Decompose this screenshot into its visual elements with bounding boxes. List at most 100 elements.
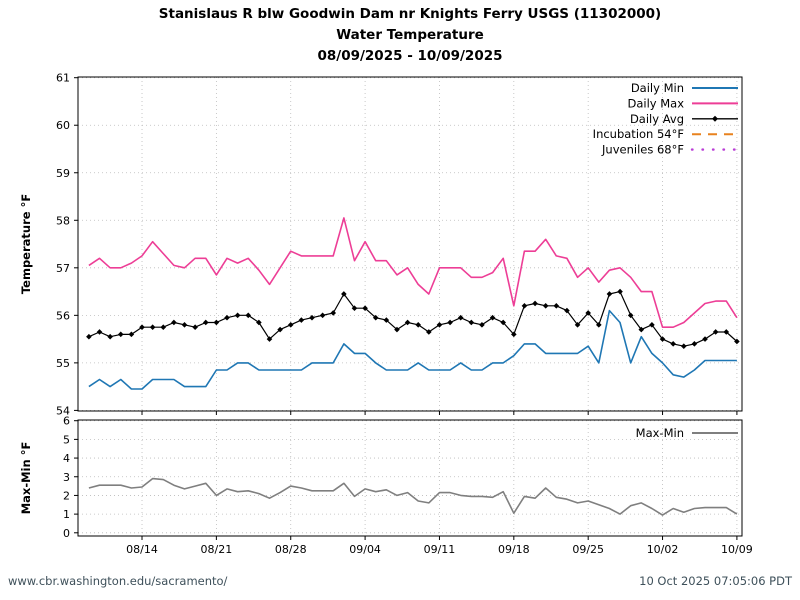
daily-avg-marker (213, 319, 220, 326)
y-tick-label: 2 (63, 489, 70, 502)
footer-timestamp: 10 Oct 2025 07:05:06 PDT (639, 574, 792, 588)
x-tick-label: 09/18 (498, 543, 530, 556)
daily-avg-marker (181, 322, 188, 328)
y-tick-label: 61 (56, 72, 70, 85)
daily-avg-marker (670, 341, 676, 347)
y-tick-label: 60 (56, 119, 70, 132)
y-tick-label: 4 (63, 452, 70, 465)
daily-avg-marker (627, 312, 634, 319)
daily-avg-marker (691, 341, 698, 347)
daily-avg-marker (139, 324, 145, 331)
series-line-max-min (88, 477, 738, 516)
legend-label-2: Daily Avg (630, 112, 684, 126)
daily-avg-marker (659, 336, 666, 342)
daily-avg-marker (532, 300, 538, 307)
chart-title: Stanislaus R blw Goodwin Dam nr Knights … (78, 4, 742, 67)
x-tick-label: 09/11 (424, 543, 456, 556)
daily-avg-marker (160, 324, 167, 331)
y-tick-label: 57 (56, 262, 70, 275)
panel-border (77, 76, 743, 412)
daily-avg-marker (107, 333, 113, 340)
daily-avg-marker (542, 303, 549, 309)
daily-avg-marker (128, 331, 135, 338)
daily-avg-marker (372, 314, 379, 321)
daily-avg-marker (447, 319, 453, 326)
footer: www.cbr.washington.edu/sacramento/ 10 Oc… (0, 568, 800, 600)
daily-avg-marker (511, 331, 517, 338)
x-tick-label: 08/14 (126, 543, 158, 556)
daily-avg-marker (606, 291, 613, 297)
daily-avg-marker (712, 329, 719, 335)
daily-avg-marker (341, 291, 347, 297)
y-tick-label: 56 (56, 309, 70, 322)
y-axis-title: Temperature °F (19, 194, 33, 294)
daily-avg-marker (309, 314, 315, 321)
legend-label-3: Incubation 54°F (593, 127, 684, 141)
chart-title-parameter: Water Temperature (336, 27, 484, 43)
chart-title-daterange: 08/09/2025 - 10/09/2025 (317, 48, 503, 64)
daily-avg-marker (468, 319, 475, 326)
daily-avg-marker (734, 338, 740, 345)
x-tick-label: 10/02 (647, 543, 679, 556)
daily-avg-marker (436, 322, 443, 328)
daily-avg-marker (680, 343, 687, 350)
daily-avg-marker (702, 336, 708, 342)
y-tick-label: 55 (56, 357, 70, 370)
daily-avg-marker (521, 303, 528, 309)
daily-avg-marker (404, 319, 411, 326)
footer-source-link[interactable]: www.cbr.washington.edu/sacramento/ (8, 574, 228, 588)
daily-avg-marker (149, 324, 156, 331)
legend-label-0: Max-Min (636, 426, 684, 440)
daily-avg-marker (319, 312, 326, 319)
series-line-daily-min (88, 309, 737, 390)
daily-avg-marker (362, 305, 368, 312)
y-tick-label: 59 (56, 167, 70, 180)
x-tick-label: 09/25 (572, 543, 604, 556)
daily-avg-marker (192, 324, 198, 331)
daily-avg-marker (574, 322, 581, 328)
daily-avg-marker (649, 322, 655, 328)
x-tick-label: 09/04 (349, 543, 381, 556)
daily-avg-marker (617, 288, 623, 295)
y-tick-label: 3 (63, 471, 70, 484)
daily-avg-marker (500, 319, 506, 326)
daily-avg-marker (723, 329, 730, 335)
series-line-daily-avg (88, 291, 738, 347)
x-tick-label: 08/28 (275, 543, 307, 556)
legend-label-0: Daily Min (631, 81, 684, 95)
daily-avg-marker (457, 314, 464, 321)
series-line-daily-max (88, 217, 738, 329)
daily-avg-marker (277, 326, 283, 333)
daily-avg-marker (596, 322, 602, 328)
daily-avg-marker (489, 314, 496, 321)
daily-avg-marker (330, 310, 337, 316)
daily-avg-marker (224, 314, 230, 321)
y-tick-label: 58 (56, 214, 70, 227)
daily-avg-marker (564, 307, 570, 314)
daily-avg-marker (479, 322, 485, 328)
y-tick-label: 6 (63, 415, 70, 428)
x-tick-label: 08/21 (201, 543, 233, 556)
daily-avg-marker (86, 333, 92, 340)
daily-avg-marker (96, 329, 103, 335)
y-tick-label: 5 (63, 433, 70, 446)
y-tick-label: 54 (56, 404, 70, 417)
daily-avg-marker (202, 319, 209, 326)
daily-avg-marker (638, 326, 645, 333)
daily-avg-marker (256, 319, 262, 326)
daily-avg-marker (394, 326, 400, 333)
daily-avg-marker (553, 303, 560, 309)
y-axis-title: Max-Min °F (19, 442, 33, 515)
daily-avg-marker (245, 312, 252, 319)
panel-border (77, 419, 743, 537)
x-tick-label: 10/09 (721, 543, 753, 556)
daily-avg-marker (171, 319, 177, 326)
daily-avg-marker (298, 317, 305, 323)
daily-avg-marker (117, 331, 124, 338)
daily-avg-marker (383, 317, 390, 323)
daily-avg-marker (426, 329, 432, 335)
daily-avg-marker (351, 305, 358, 312)
daily-avg-marker (287, 322, 294, 328)
